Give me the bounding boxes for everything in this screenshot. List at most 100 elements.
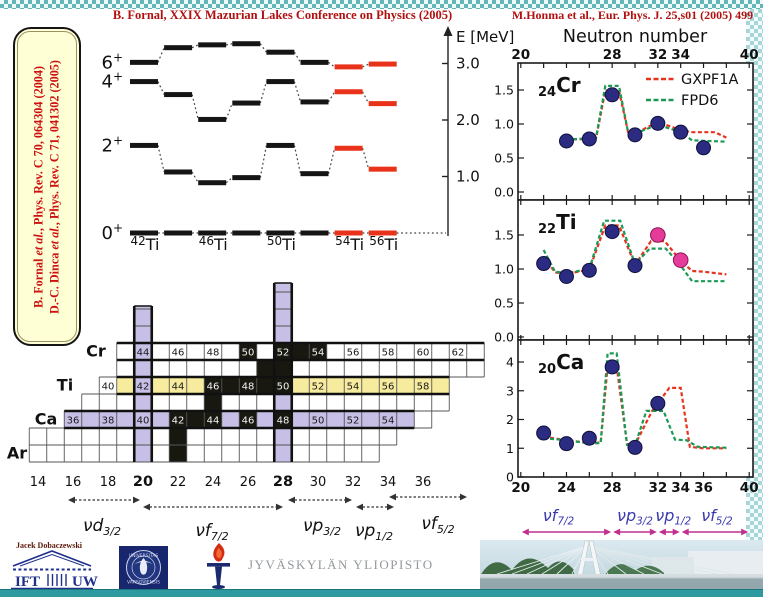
references-text: B. Fornal et al., Phys. Rev. C 70, 06430… xyxy=(31,36,64,338)
svg-text:20Ca: 20Ca xyxy=(538,350,584,377)
svg-text:Ca: Ca xyxy=(35,410,58,429)
svg-text:46: 46 xyxy=(172,348,185,359)
svg-text:46Ti: 46Ti xyxy=(199,234,228,254)
svg-text:FPD6: FPD6 xyxy=(681,93,718,109)
svg-text:46: 46 xyxy=(242,416,255,427)
svg-text:4+: 4+ xyxy=(101,70,123,93)
svg-text:22Ti: 22Ti xyxy=(538,210,577,237)
svg-text:24Cr: 24Cr xyxy=(538,73,581,100)
svg-text:1.0: 1.0 xyxy=(456,168,480,186)
svg-text:50: 50 xyxy=(277,382,290,393)
svg-text:24: 24 xyxy=(205,475,222,490)
svg-text:40: 40 xyxy=(740,480,759,496)
svg-text:Neutron number: Neutron number xyxy=(563,27,708,47)
svg-text:VARSOVIENSIS: VARSOVIENSIS xyxy=(127,580,160,586)
svg-text:νf7/2: νf7/2 xyxy=(195,521,228,543)
svg-text:14: 14 xyxy=(30,475,47,490)
svg-text:50Ti: 50Ti xyxy=(267,234,296,254)
svg-text:32: 32 xyxy=(648,480,667,496)
svg-text:32: 32 xyxy=(648,47,667,63)
svg-text:30: 30 xyxy=(310,475,327,490)
svg-text:νf7/2: νf7/2 xyxy=(543,506,575,528)
svg-text:3.0: 3.0 xyxy=(456,55,480,73)
ref-line-1: B. Fornal et al., Phys. Rev. C 70, 06430… xyxy=(31,65,46,308)
svg-text:Ar: Ar xyxy=(7,444,27,463)
svg-text:28: 28 xyxy=(603,480,622,496)
svg-text:Ti: Ti xyxy=(57,376,73,395)
svg-text:20: 20 xyxy=(511,47,530,63)
svg-text:48: 48 xyxy=(277,416,290,427)
svg-text:6+: 6+ xyxy=(101,50,123,73)
svg-text:0.0: 0.0 xyxy=(494,330,514,345)
svg-text:νp3/2: νp3/2 xyxy=(303,516,341,538)
svg-text:20: 20 xyxy=(511,480,530,496)
svg-text:1.5: 1.5 xyxy=(494,228,514,243)
svg-text:0: 0 xyxy=(506,470,514,485)
svg-text:58: 58 xyxy=(417,382,430,393)
svg-text:24: 24 xyxy=(557,480,576,496)
ref-line-2: D.-C. Dinca et al., Phys. Rev. C 71, 041… xyxy=(48,59,62,314)
svg-text:Cr: Cr xyxy=(86,342,106,361)
svg-text:56: 56 xyxy=(347,348,360,359)
svg-text:0.5: 0.5 xyxy=(494,151,514,166)
svg-text:40: 40 xyxy=(740,47,759,63)
svg-text:56: 56 xyxy=(382,382,395,393)
svg-text:1.5: 1.5 xyxy=(494,83,514,98)
svg-text:42: 42 xyxy=(172,416,185,427)
svg-text:46: 46 xyxy=(207,382,220,393)
svg-text:62: 62 xyxy=(452,348,465,359)
svg-text:νf5/2: νf5/2 xyxy=(701,506,733,528)
svg-text:UNIVERSITAS: UNIVERSITAS xyxy=(129,553,159,559)
svg-text:0.0: 0.0 xyxy=(494,185,514,200)
svg-text:νf5/2: νf5/2 xyxy=(421,514,454,536)
svg-text:1.0: 1.0 xyxy=(494,262,514,277)
svg-text:νp1/2: νp1/2 xyxy=(655,506,691,528)
svg-text:50: 50 xyxy=(312,416,325,427)
svg-text:48: 48 xyxy=(242,382,255,393)
svg-text:20: 20 xyxy=(133,474,153,490)
level-scheme-chart: E [MeV] 1.0 2.0 3.0 0+ 2+ 4+6+ 42Ti 46Ti 50Ti 54Ti… xyxy=(101,26,514,254)
svg-text:36: 36 xyxy=(415,475,432,490)
border-top-pattern xyxy=(0,0,763,9)
campus-photo xyxy=(480,540,763,589)
svg-text:44: 44 xyxy=(172,382,185,393)
svg-text:18: 18 xyxy=(100,475,117,490)
svg-text:52: 52 xyxy=(277,348,290,359)
jyvaskyla-university-name: JYVÄSKYLÄN YLIOPISTO xyxy=(248,557,434,572)
orbital-ranges-left: νd3/2 νf7/2 νp3/2 νp1/2 νf5/2 xyxy=(68,493,467,543)
svg-text:UW: UW xyxy=(72,574,98,590)
svg-text:42: 42 xyxy=(137,382,150,393)
svg-text:54Ti: 54Ti xyxy=(335,234,364,254)
author-name: Jacek Dobaczewski xyxy=(16,541,82,550)
svg-text:52: 52 xyxy=(347,416,360,427)
svg-text:E [MeV]: E [MeV] xyxy=(456,28,514,46)
svg-text:32: 32 xyxy=(345,475,362,490)
svg-text:GXPF1A: GXPF1A xyxy=(681,72,738,88)
svg-text:0+: 0+ xyxy=(101,221,123,244)
svg-text:40: 40 xyxy=(102,382,115,393)
svg-text:0.5: 0.5 xyxy=(494,296,514,311)
svg-text:νp3/2: νp3/2 xyxy=(617,506,653,528)
svg-text:νd3/2: νd3/2 xyxy=(83,516,121,538)
svg-text:44: 44 xyxy=(207,416,220,427)
svg-text:58: 58 xyxy=(382,348,395,359)
svg-text:1.0: 1.0 xyxy=(494,117,514,132)
header-citation-left: B. Fornal, XXIX Mazurian Lakes Conferenc… xyxy=(112,8,453,22)
svg-text:56Ti: 56Ti xyxy=(369,234,398,254)
references-box-inner-border xyxy=(17,31,77,342)
svg-text:60: 60 xyxy=(417,348,430,359)
svg-text:42Ti: 42Ti xyxy=(130,234,159,254)
svg-text:νp1/2: νp1/2 xyxy=(355,521,393,543)
svg-text:54: 54 xyxy=(312,348,325,359)
svg-text:48: 48 xyxy=(207,348,220,359)
svg-text:40: 40 xyxy=(137,416,150,427)
svg-text:28: 28 xyxy=(603,47,622,63)
ift-uw-logo: IFT UW xyxy=(11,550,98,590)
svg-text:1: 1 xyxy=(506,441,514,456)
svg-text:2+: 2+ xyxy=(101,133,123,156)
svg-text:50: 50 xyxy=(242,348,255,359)
svg-text:36: 36 xyxy=(67,416,80,427)
svg-text:28: 28 xyxy=(273,474,293,490)
